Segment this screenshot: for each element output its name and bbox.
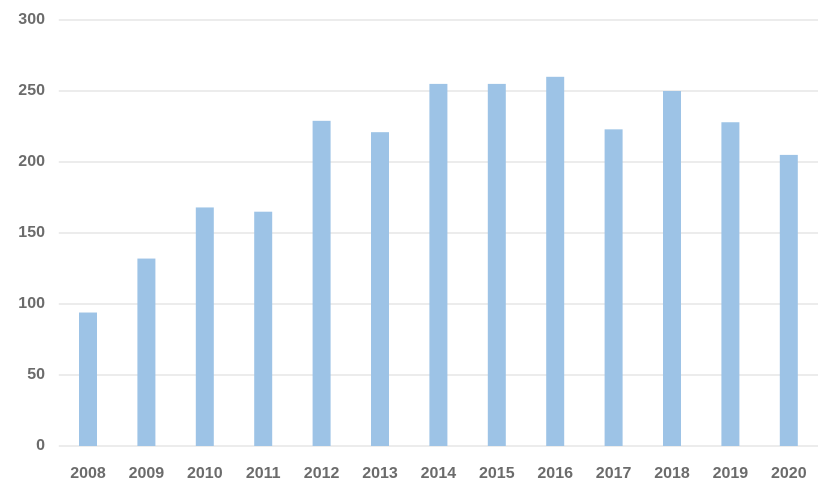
bar (721, 122, 740, 447)
y-tick-label: 100 (18, 295, 45, 312)
y-tick-label: 250 (18, 82, 45, 99)
bar (487, 83, 506, 447)
bar (312, 120, 331, 446)
bar (137, 258, 156, 446)
bar (604, 129, 623, 446)
y-tick-label: 200 (18, 153, 45, 170)
bar (546, 76, 565, 447)
x-tick-label: 2016 (537, 465, 573, 482)
x-tick-label: 2020 (771, 465, 807, 482)
bar (371, 132, 389, 446)
x-tick-label: 2018 (654, 465, 690, 482)
y-tick-label: 300 (18, 11, 45, 28)
y-tick-label: 50 (27, 366, 45, 383)
bar (254, 211, 273, 446)
x-tick-label: 2017 (596, 465, 632, 482)
x-tick-label: 2013 (362, 465, 398, 482)
bar (429, 83, 448, 447)
y-tick-label: 150 (18, 224, 45, 241)
x-tick-label: 2012 (304, 465, 340, 482)
bar (779, 154, 798, 446)
x-tick-label: 2014 (421, 465, 457, 482)
x-tick-label: 2015 (479, 465, 515, 482)
x-tick-label: 2019 (713, 465, 749, 482)
x-tick-label: 2009 (129, 465, 165, 482)
bar (195, 207, 214, 446)
bar (79, 312, 97, 446)
x-tick-label: 2011 (246, 465, 281, 482)
y-tick-label: 0 (36, 437, 45, 454)
bar (663, 91, 681, 446)
x-tick-label: 2010 (187, 465, 223, 482)
x-tick-label: 2008 (70, 465, 106, 482)
